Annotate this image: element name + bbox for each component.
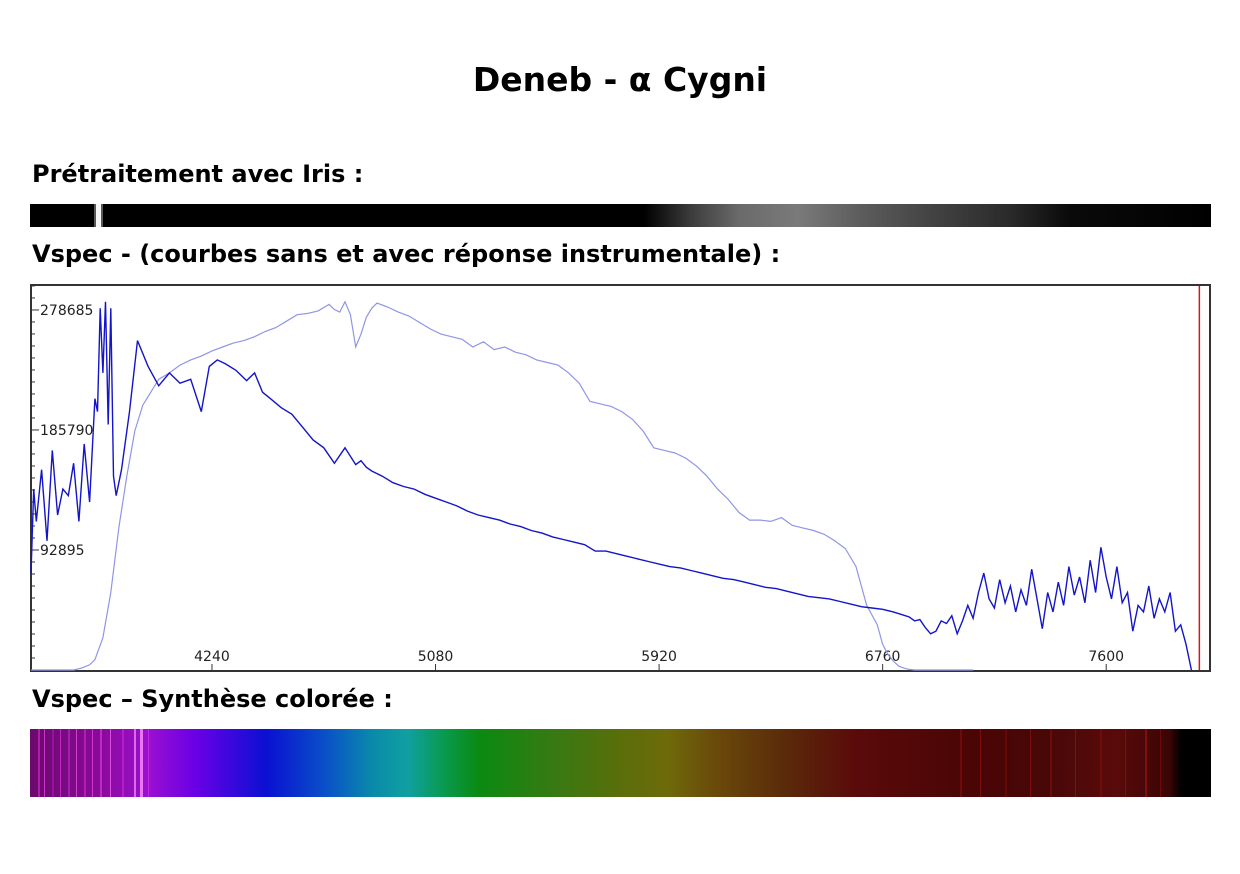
- y-tick-label: 185790: [40, 423, 93, 439]
- section-heading-synthese: Vspec – Synthèse colorée :: [32, 685, 393, 713]
- series-line-corrected: [31, 300, 974, 671]
- section-heading-vspec: Vspec - (courbes sans et avec réponse in…: [32, 240, 781, 268]
- x-tick-label: 4240: [194, 649, 230, 665]
- iris-spectrum-strip: [30, 204, 1211, 227]
- y-tick-label: 92895: [40, 543, 85, 559]
- y-axis-ticks: 92895 185790 278685: [40, 303, 93, 559]
- spectrum-chart: 4240 5080 5920 6760 7600 92895 185790 278685: [30, 284, 1211, 672]
- x-tick-label: 5920: [641, 649, 677, 665]
- color-synthesis-strip: [30, 729, 1211, 797]
- page-title: Deneb - α Cygni: [472, 60, 768, 99]
- y-tick-label: 278685: [40, 303, 93, 319]
- x-tick-label: 6760: [865, 649, 901, 665]
- x-axis-ticks: 4240 5080 5920 6760 7600: [194, 649, 1124, 670]
- series-line-raw: [30, 301, 1193, 671]
- x-tick-label: 5080: [418, 649, 454, 665]
- x-tick-label: 7600: [1088, 649, 1124, 665]
- chart-frame: [30, 284, 1211, 672]
- section-heading-iris: Prétraitement avec Iris :: [32, 160, 364, 188]
